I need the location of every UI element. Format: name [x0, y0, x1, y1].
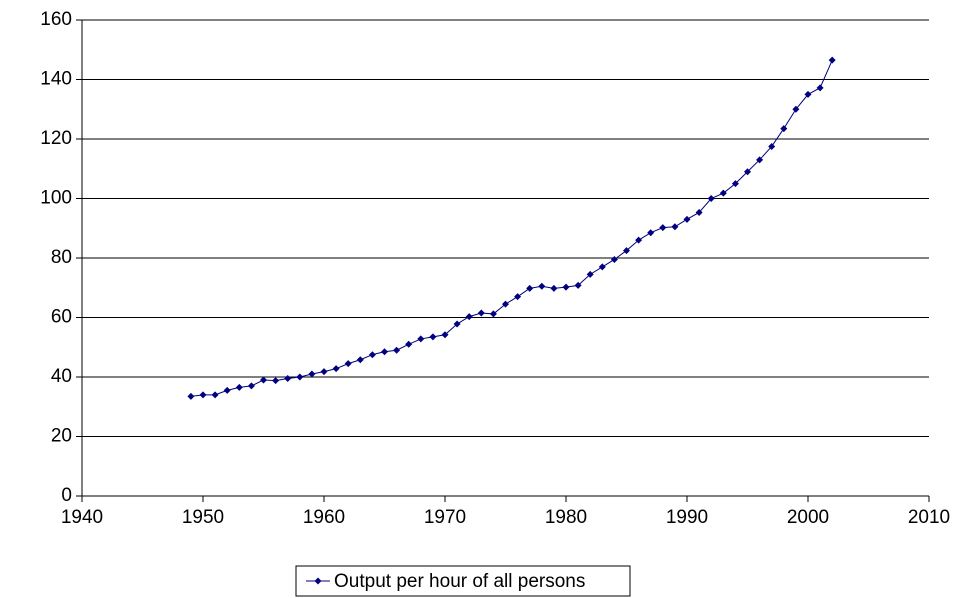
- marker: [623, 247, 630, 255]
- marker: [332, 365, 340, 373]
- marker: [610, 255, 618, 263]
- marker: [477, 309, 485, 317]
- marker: [526, 284, 534, 292]
- marker: [574, 281, 582, 289]
- marker: [417, 335, 425, 343]
- marker: [671, 223, 679, 231]
- marker: [586, 270, 594, 278]
- marker: [223, 386, 231, 394]
- marker: [465, 313, 473, 321]
- y-tick-label: 20: [51, 426, 72, 447]
- x-tick-label: 1990: [666, 507, 708, 528]
- y-tick-label: 160: [40, 9, 72, 30]
- y-tick-label: 60: [51, 307, 72, 328]
- marker: [187, 392, 195, 400]
- y-tick-label: 80: [51, 247, 72, 268]
- legend-box: [295, 565, 631, 597]
- marker: [502, 300, 509, 308]
- marker: [683, 215, 691, 223]
- marker: [816, 84, 824, 92]
- marker: [308, 370, 316, 378]
- x-tick-label: 1970: [424, 507, 466, 528]
- x-tick-label: 2010: [908, 507, 950, 528]
- marker: [429, 333, 437, 341]
- series-line: [190, 59, 833, 397]
- marker: [659, 224, 667, 232]
- x-tick-label: 1950: [182, 507, 224, 528]
- marker: [756, 156, 764, 164]
- marker: [393, 346, 401, 354]
- x-tick-label: 2000: [787, 507, 829, 528]
- marker: [199, 391, 207, 399]
- marker: [598, 263, 606, 271]
- marker: [550, 284, 558, 292]
- marker: [695, 208, 703, 216]
- marker: [356, 356, 364, 364]
- marker: [368, 351, 376, 359]
- y-tick-label: 40: [51, 366, 72, 387]
- marker: [768, 142, 776, 150]
- grid: [82, 19, 929, 497]
- marker: [562, 283, 570, 291]
- marker: [320, 368, 328, 376]
- marker: [707, 195, 715, 202]
- marker: [296, 373, 304, 381]
- marker: [514, 293, 522, 301]
- marker: [538, 282, 546, 290]
- marker: [235, 383, 243, 391]
- marker: [731, 180, 739, 188]
- marker: [635, 236, 643, 244]
- y-tick-label: 0: [61, 485, 72, 506]
- marker: [453, 320, 461, 328]
- marker: [284, 374, 292, 382]
- plot: [187, 56, 836, 400]
- legend-label: Output per hour of all persons: [334, 571, 585, 592]
- marker: [744, 168, 751, 176]
- marker: [344, 360, 352, 368]
- marker: [211, 391, 219, 399]
- marker: [828, 56, 836, 64]
- x-tick-label: 1980: [545, 507, 587, 528]
- marker: [647, 229, 655, 237]
- marker: [780, 125, 788, 133]
- marker: [441, 331, 449, 339]
- marker: [405, 340, 413, 348]
- marker: [719, 189, 727, 197]
- legend-marker: [314, 577, 322, 585]
- marker: [260, 376, 267, 384]
- y-tick-label: 140: [40, 69, 72, 90]
- x-tick-label: 1940: [61, 507, 103, 528]
- marker: [272, 377, 280, 385]
- marker: [247, 382, 255, 390]
- marker: [381, 348, 388, 356]
- y-tick-label: 120: [40, 128, 72, 149]
- y-tick-label: 100: [40, 188, 72, 209]
- marker: [804, 90, 812, 98]
- x-tick-label: 1960: [303, 507, 345, 528]
- marker: [792, 105, 800, 113]
- marker: [489, 310, 497, 318]
